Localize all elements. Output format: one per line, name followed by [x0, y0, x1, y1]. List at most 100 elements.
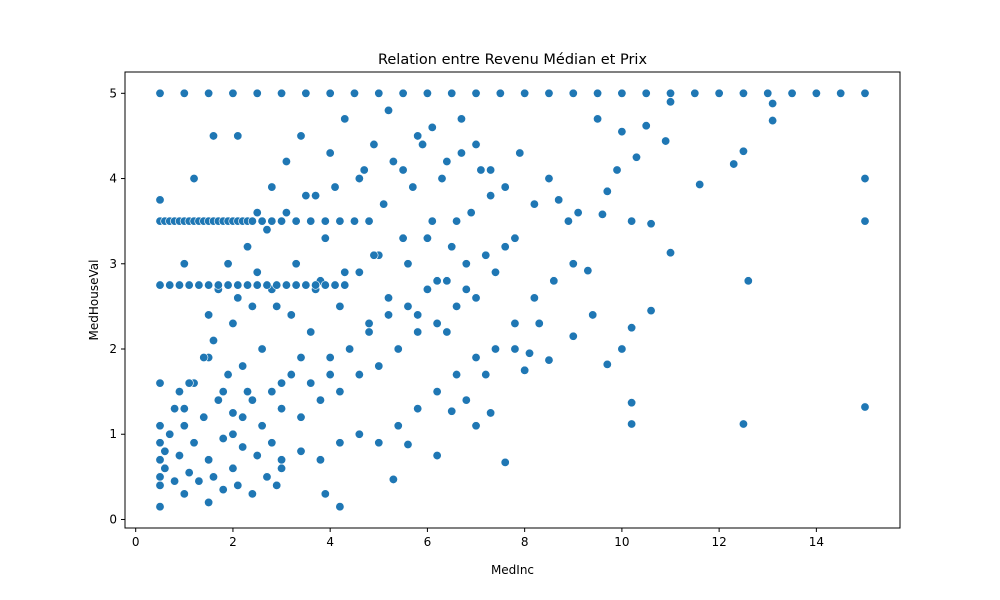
- data-point: [612, 165, 622, 175]
- data-point: [277, 455, 287, 465]
- data-point: [281, 280, 291, 290]
- data-point: [354, 370, 364, 380]
- x-tick-label: 14: [809, 535, 824, 549]
- data-point: [345, 344, 355, 354]
- data-point: [311, 191, 321, 201]
- data-point: [695, 180, 705, 190]
- data-point: [228, 429, 238, 439]
- x-tick-label: 0: [132, 535, 140, 549]
- data-point: [267, 216, 277, 226]
- data-point: [525, 348, 535, 358]
- data-point: [155, 195, 165, 205]
- x-axis-label: MedInc: [491, 563, 534, 577]
- data-point: [544, 88, 554, 98]
- data-point: [413, 404, 423, 414]
- data-point: [277, 216, 287, 226]
- data-point: [174, 387, 184, 397]
- data-point: [184, 280, 194, 290]
- data-point: [155, 502, 165, 512]
- data-point: [340, 114, 350, 124]
- y-axis: 0 1 2 3 4 5: [109, 86, 125, 526]
- data-point: [418, 139, 428, 149]
- data-point: [510, 344, 520, 354]
- data-point: [306, 327, 316, 337]
- data-point: [286, 310, 296, 320]
- data-point: [641, 88, 651, 98]
- data-point: [738, 88, 748, 98]
- data-point: [738, 419, 748, 429]
- data-point: [223, 280, 233, 290]
- data-point: [179, 489, 189, 499]
- data-point: [296, 446, 306, 456]
- data-point: [627, 419, 637, 429]
- data-point: [787, 88, 797, 98]
- data-point: [204, 88, 214, 98]
- data-point: [510, 233, 520, 243]
- data-point: [427, 122, 437, 132]
- data-point: [456, 114, 466, 124]
- data-point: [369, 250, 379, 260]
- data-point: [315, 455, 325, 465]
- y-tick-label: 0: [109, 512, 117, 526]
- data-point: [738, 146, 748, 156]
- data-point: [238, 412, 248, 422]
- data-point: [262, 280, 272, 290]
- data-point: [155, 472, 165, 482]
- data-point: [452, 301, 462, 311]
- data-point: [325, 148, 335, 158]
- data-point: [301, 280, 311, 290]
- data-point: [544, 355, 554, 365]
- data-point: [277, 404, 287, 414]
- data-point: [617, 344, 627, 354]
- data-point: [320, 489, 330, 499]
- data-point: [228, 408, 238, 418]
- data-point: [500, 242, 510, 252]
- data-point: [471, 293, 481, 303]
- data-point: [252, 267, 262, 277]
- data-point: [768, 99, 778, 109]
- data-point: [315, 395, 325, 405]
- data-point: [281, 208, 291, 218]
- data-point: [529, 199, 539, 209]
- data-point: [189, 438, 199, 448]
- data-point: [272, 301, 282, 311]
- data-point: [661, 136, 671, 146]
- data-point: [277, 463, 287, 473]
- data-point: [184, 378, 194, 388]
- data-point: [330, 182, 340, 192]
- points-layer: [155, 88, 870, 512]
- data-point: [836, 88, 846, 98]
- data-point: [743, 276, 753, 286]
- data-point: [233, 131, 243, 141]
- data-point: [354, 174, 364, 184]
- data-point: [262, 472, 272, 482]
- data-point: [398, 165, 408, 175]
- data-point: [563, 216, 573, 226]
- data-point: [602, 186, 612, 196]
- data-point: [422, 284, 432, 294]
- data-point: [860, 402, 870, 412]
- data-point: [218, 434, 228, 444]
- data-point: [243, 280, 253, 290]
- data-point: [340, 280, 350, 290]
- data-point: [252, 88, 262, 98]
- data-point: [199, 353, 209, 363]
- data-point: [568, 259, 578, 269]
- data-point: [277, 88, 287, 98]
- data-point: [184, 468, 194, 478]
- data-point: [189, 174, 199, 184]
- data-point: [243, 387, 253, 397]
- data-point: [252, 451, 262, 461]
- data-point: [529, 293, 539, 303]
- data-point: [335, 216, 345, 226]
- data-point: [204, 497, 214, 507]
- data-point: [306, 378, 316, 388]
- data-point: [646, 306, 656, 316]
- data-point: [593, 114, 603, 124]
- data-point: [267, 387, 277, 397]
- data-point: [549, 276, 559, 286]
- data-point: [155, 280, 165, 290]
- data-point: [500, 182, 510, 192]
- chart-title: Relation entre Revenu Médian et Prix: [378, 52, 647, 68]
